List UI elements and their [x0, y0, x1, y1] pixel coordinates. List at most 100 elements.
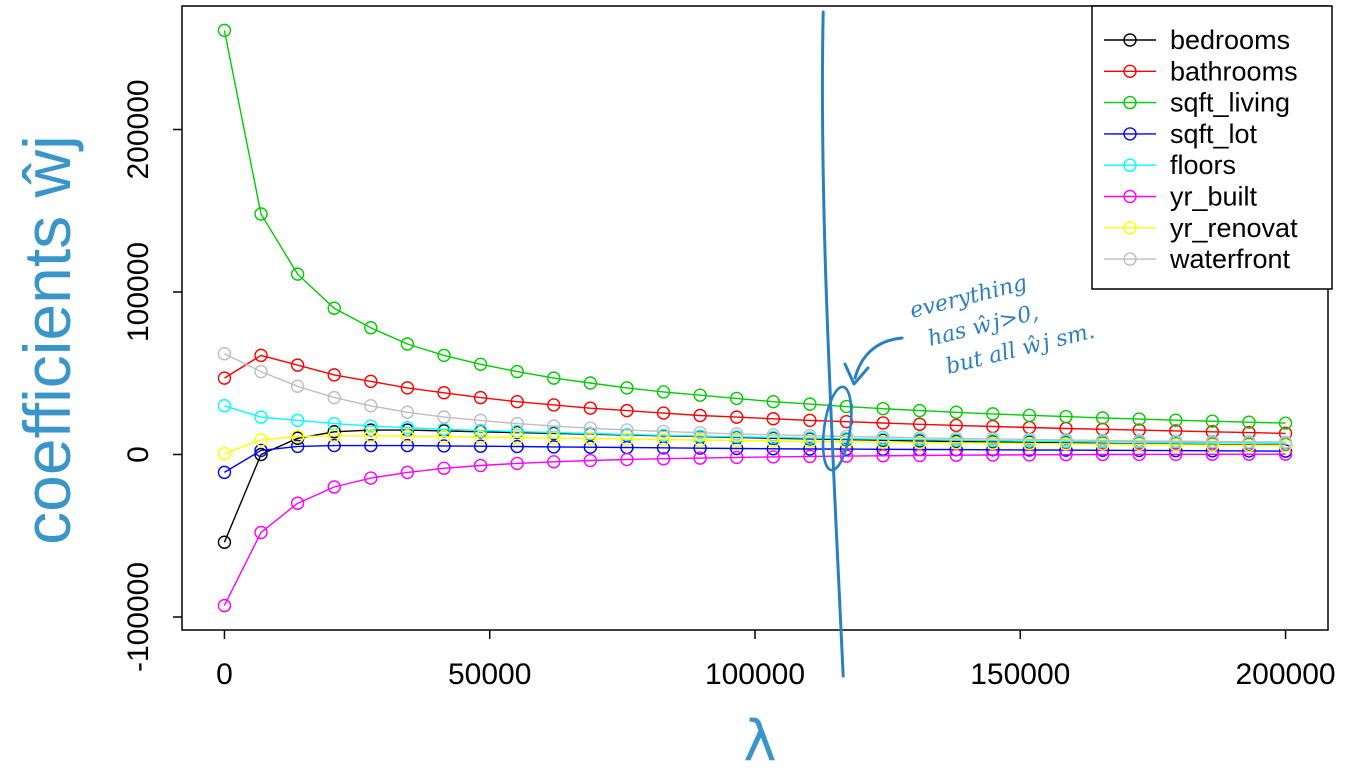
data-point-waterfront	[290, 379, 305, 393]
data-point-bathrooms	[400, 381, 415, 395]
data-point-sqft_living	[1059, 409, 1073, 424]
data-point-yr_built	[912, 448, 927, 463]
y-tick-label: 100000	[122, 242, 155, 342]
legend: bedroomsbathroomssqft_livingsqft_lotfloo…	[1091, 5, 1333, 290]
legend-label: bathrooms	[1170, 56, 1298, 86]
data-point-sqft_living	[912, 403, 927, 418]
data-point-floors	[254, 410, 268, 424]
data-point-yr_renovat	[1278, 439, 1293, 453]
data-point-sqft_lot	[547, 440, 561, 454]
data-point-bathrooms	[1242, 425, 1256, 440]
data-point-bathrooms	[547, 398, 561, 412]
legend-entry-yr_renovat: yr_renovat	[1104, 213, 1298, 243]
data-point-yr_built	[217, 598, 232, 613]
y-tick-label: 0	[122, 446, 155, 463]
data-point-sqft_lot	[254, 443, 268, 458]
legend-marker	[1123, 221, 1137, 235]
data-point-waterfront	[1242, 435, 1256, 449]
data-point-waterfront	[364, 399, 378, 413]
data-point-bathrooms	[803, 413, 817, 428]
data-point-waterfront	[949, 431, 963, 446]
data-point-yr_built	[547, 455, 561, 469]
data-point-sqft_living	[620, 381, 634, 395]
data-point-waterfront	[400, 405, 415, 419]
data-point-waterfront	[1095, 433, 1110, 448]
data-point-waterfront	[656, 424, 671, 439]
data-point-yr_renovat	[912, 435, 927, 450]
data-point-yr_renovat	[949, 436, 963, 450]
data-point-waterfront	[1278, 435, 1293, 449]
data-point-waterfront	[620, 423, 634, 437]
data-point-yr_renovat	[1059, 437, 1073, 451]
data-point-sqft_lot	[290, 439, 305, 454]
data-point-bedrooms	[327, 425, 341, 439]
data-point-sqft_living	[839, 399, 854, 414]
data-point-yr_renovat	[1169, 438, 1183, 452]
data-point-sqft_living	[1095, 411, 1110, 425]
data-point-waterfront	[876, 430, 890, 444]
data-point-yr_built	[730, 450, 744, 465]
data-point-sqft_living	[1278, 416, 1293, 430]
legend-marker	[1123, 252, 1137, 266]
legend-marker	[1123, 95, 1137, 110]
data-point-waterfront	[766, 428, 780, 442]
data-point-waterfront	[583, 421, 598, 435]
data-point-sqft_living	[437, 348, 451, 363]
legend-entry-bedrooms: bedrooms	[1104, 25, 1290, 55]
lambda-marker-stroke	[820, 10, 845, 678]
legend-entry-waterfront: waterfront	[1104, 244, 1291, 274]
data-point-sqft_living	[1022, 408, 1037, 423]
legend-label: yr_built	[1170, 182, 1258, 212]
data-point-yr_renovat	[986, 436, 1000, 450]
data-point-yr_built	[1132, 447, 1146, 462]
y-tick-label: 200000	[122, 79, 155, 179]
legend-entry-sqft_living: sqft_living	[1104, 88, 1290, 118]
data-point-sqft_living	[400, 337, 415, 351]
data-point-yr_built	[1059, 447, 1073, 462]
data-point-yr_built	[364, 471, 378, 485]
data-point-waterfront	[1132, 434, 1146, 448]
y-tick-label: -100000	[122, 562, 155, 672]
data-point-yr_built	[803, 449, 817, 464]
legend-label: bedrooms	[1170, 25, 1290, 55]
data-point-bathrooms	[949, 418, 963, 433]
data-point-yr_built	[583, 453, 598, 468]
data-point-yr_renovat	[254, 433, 268, 447]
data-point-sqft_living	[364, 321, 378, 335]
data-point-bathrooms	[693, 408, 707, 423]
data-point-sqft_living	[986, 407, 1000, 421]
legend-label: waterfront	[1169, 244, 1291, 274]
data-point-bathrooms	[473, 390, 488, 405]
data-point-sqft_living	[766, 394, 780, 409]
data-point-bathrooms	[437, 386, 451, 400]
legend-marker	[1123, 33, 1137, 47]
data-point-sqft_living	[327, 301, 341, 315]
data-point-waterfront	[1205, 434, 1220, 449]
data-point-yr_built	[1169, 447, 1183, 462]
data-point-sqft_lot	[473, 439, 488, 453]
legend-label: sqft_living	[1170, 88, 1290, 118]
data-point-yr_renovat	[1132, 437, 1146, 452]
legend-label: floors	[1170, 150, 1236, 180]
data-point-yr_renovat	[473, 430, 488, 444]
data-point-yr_renovat	[217, 446, 232, 461]
data-point-yr_renovat	[656, 432, 671, 447]
data-point-yr_built	[1205, 447, 1220, 461]
data-point-waterfront	[693, 426, 707, 440]
data-point-sqft_lot	[803, 442, 817, 456]
x-tick-label: 100000	[705, 658, 805, 691]
data-point-yr_built	[656, 452, 671, 466]
legend-entry-floors: floors	[1104, 150, 1236, 180]
data-point-sqft_living	[876, 401, 890, 416]
legend-box	[1091, 5, 1333, 290]
data-point-waterfront	[986, 432, 1000, 446]
data-point-yr_renovat	[1205, 438, 1220, 452]
data-point-bedrooms	[217, 535, 232, 549]
data-point-sqft_living	[949, 405, 963, 419]
legend-entry-bathrooms: bathrooms	[1104, 56, 1298, 86]
data-point-yr_built	[327, 480, 341, 494]
data-point-waterfront	[327, 390, 341, 405]
data-point-sqft_living	[1169, 413, 1183, 427]
series-yr_renovat	[217, 429, 1293, 461]
data-point-waterfront	[1022, 432, 1037, 447]
